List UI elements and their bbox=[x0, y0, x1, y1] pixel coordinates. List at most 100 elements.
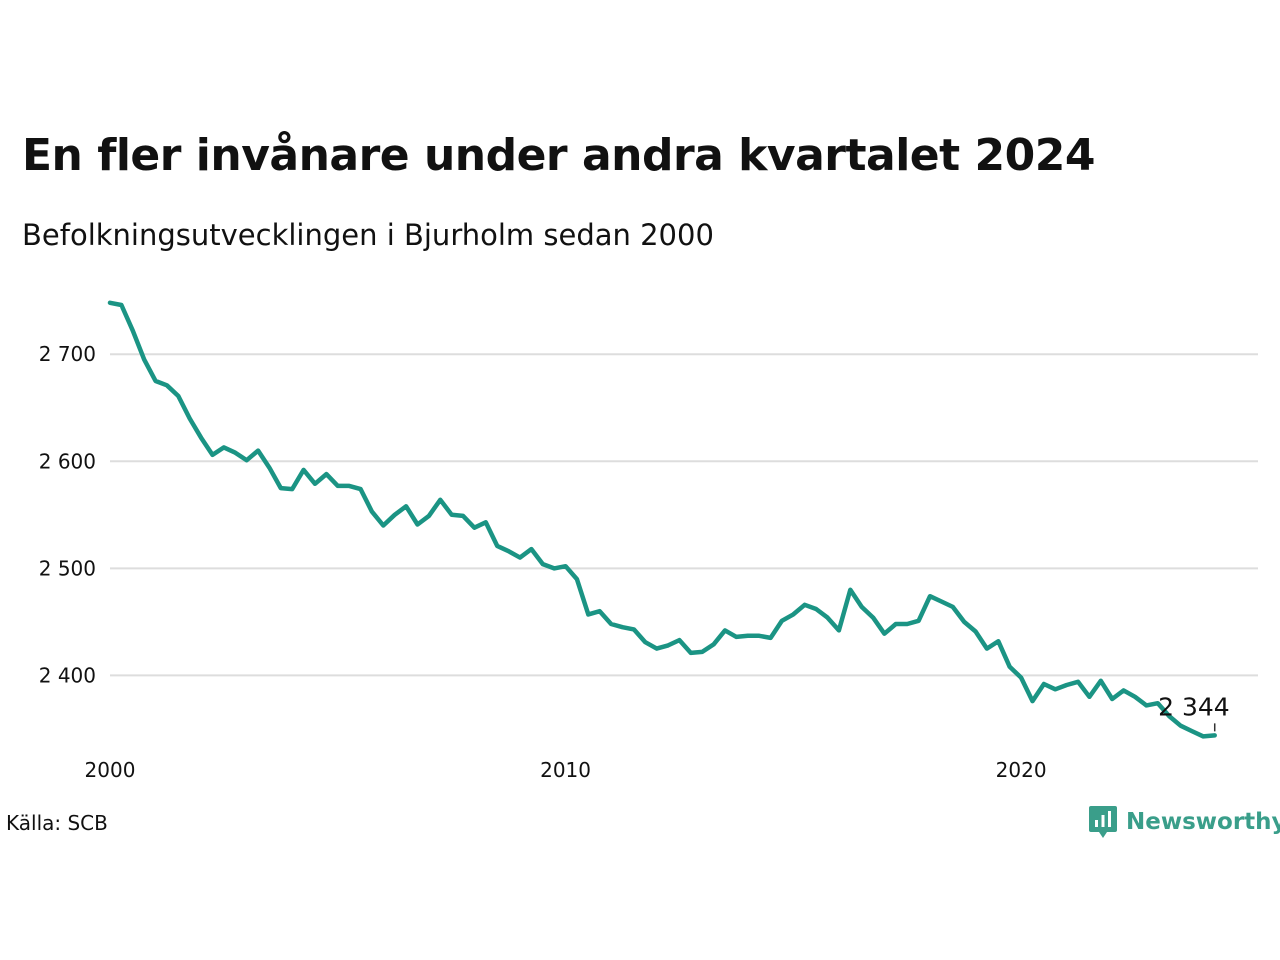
y-tick-label: 2 500 bbox=[39, 556, 96, 580]
data-point bbox=[405, 505, 407, 508]
data-point bbox=[154, 380, 157, 382]
data-point bbox=[314, 482, 316, 485]
data-point bbox=[223, 446, 225, 449]
data-point bbox=[1191, 730, 1193, 732]
data-point bbox=[633, 628, 635, 631]
data-point bbox=[371, 510, 373, 513]
data-point bbox=[826, 616, 829, 619]
data-point bbox=[131, 329, 134, 332]
x-tick-label: 2020 bbox=[996, 758, 1047, 782]
data-point bbox=[906, 623, 909, 625]
data-point bbox=[485, 521, 487, 524]
data-point bbox=[291, 488, 294, 490]
data-point bbox=[1054, 688, 1057, 691]
data-point bbox=[234, 451, 237, 454]
data-point bbox=[746, 635, 749, 637]
data-point bbox=[177, 395, 180, 397]
data-point bbox=[1077, 681, 1079, 683]
data-point bbox=[803, 603, 806, 606]
data-point bbox=[917, 620, 920, 622]
data-point bbox=[872, 616, 874, 619]
data-point bbox=[678, 639, 681, 641]
data-point bbox=[1088, 696, 1091, 698]
y-tick-label: 2 600 bbox=[39, 449, 96, 473]
data-point bbox=[576, 578, 578, 580]
data-point bbox=[1145, 704, 1148, 707]
data-point bbox=[644, 641, 647, 644]
data-point bbox=[940, 600, 943, 603]
data-point bbox=[553, 567, 555, 570]
data-point bbox=[587, 613, 590, 616]
data-point bbox=[507, 550, 510, 553]
y-tick-label: 2 400 bbox=[39, 663, 96, 687]
data-point bbox=[416, 523, 419, 526]
chart-title: En fler invånare under andra kvartalet 2… bbox=[22, 130, 1095, 181]
data-point bbox=[1065, 684, 1068, 686]
source-note: Källa: SCB bbox=[6, 811, 108, 835]
data-point bbox=[690, 652, 692, 654]
data-point bbox=[200, 436, 202, 439]
data-point bbox=[1122, 689, 1125, 692]
data-point bbox=[211, 454, 214, 456]
data-point bbox=[1031, 700, 1034, 702]
data-point bbox=[735, 636, 738, 638]
data-point bbox=[838, 629, 840, 632]
data-point bbox=[428, 515, 430, 517]
data-point bbox=[929, 595, 931, 597]
data-point bbox=[336, 485, 339, 487]
data-point bbox=[860, 606, 863, 608]
data-point bbox=[1008, 666, 1011, 668]
data-point bbox=[815, 608, 817, 610]
data-point bbox=[439, 499, 442, 501]
data-point bbox=[963, 621, 965, 623]
data-point bbox=[610, 623, 612, 625]
series-layer bbox=[107, 300, 1217, 739]
data-point bbox=[166, 384, 168, 387]
data-point bbox=[1043, 683, 1045, 685]
data-point bbox=[325, 473, 328, 475]
data-point bbox=[143, 358, 145, 361]
data-point bbox=[951, 606, 954, 608]
data-point bbox=[997, 640, 1000, 642]
data-point bbox=[1213, 734, 1216, 737]
data-point bbox=[245, 459, 248, 462]
data-point bbox=[473, 526, 476, 529]
y-tick-label: 2 700 bbox=[39, 342, 96, 366]
data-point bbox=[257, 449, 259, 452]
data-point bbox=[849, 588, 852, 591]
brand-name: Newsworthy bbox=[1126, 809, 1280, 835]
data-point bbox=[1179, 724, 1182, 727]
data-point bbox=[1202, 735, 1205, 738]
gridlines bbox=[110, 353, 1258, 677]
newsworthy-logo-icon bbox=[1089, 806, 1117, 838]
data-point bbox=[541, 563, 544, 565]
data-point bbox=[655, 647, 658, 650]
x-tick-label: 2000 bbox=[85, 758, 136, 782]
data-point bbox=[280, 487, 282, 489]
data-point bbox=[724, 629, 726, 632]
y-axis-ticks: 2 400 2 500 2 600 2 700 bbox=[39, 342, 96, 687]
data-point bbox=[1111, 698, 1114, 700]
data-point bbox=[769, 637, 772, 639]
data-point bbox=[348, 485, 350, 487]
data-point bbox=[530, 548, 533, 550]
data-point bbox=[621, 626, 624, 629]
data-point bbox=[120, 304, 123, 306]
data-point bbox=[895, 623, 897, 625]
data-point bbox=[359, 488, 362, 490]
newsworthy-logo: Newsworthy bbox=[1088, 804, 1280, 840]
data-point bbox=[109, 302, 111, 304]
data-point bbox=[712, 643, 715, 646]
data-point bbox=[1100, 679, 1102, 682]
data-point bbox=[986, 647, 988, 650]
data-point bbox=[1134, 696, 1136, 698]
data-point bbox=[598, 610, 601, 612]
data-point bbox=[974, 630, 977, 633]
end-value-label: 2 344 bbox=[1158, 692, 1230, 721]
data-point bbox=[781, 620, 783, 622]
data-point bbox=[564, 565, 567, 568]
data-point bbox=[1156, 702, 1159, 705]
data-point bbox=[188, 417, 191, 420]
data-point bbox=[450, 514, 453, 516]
